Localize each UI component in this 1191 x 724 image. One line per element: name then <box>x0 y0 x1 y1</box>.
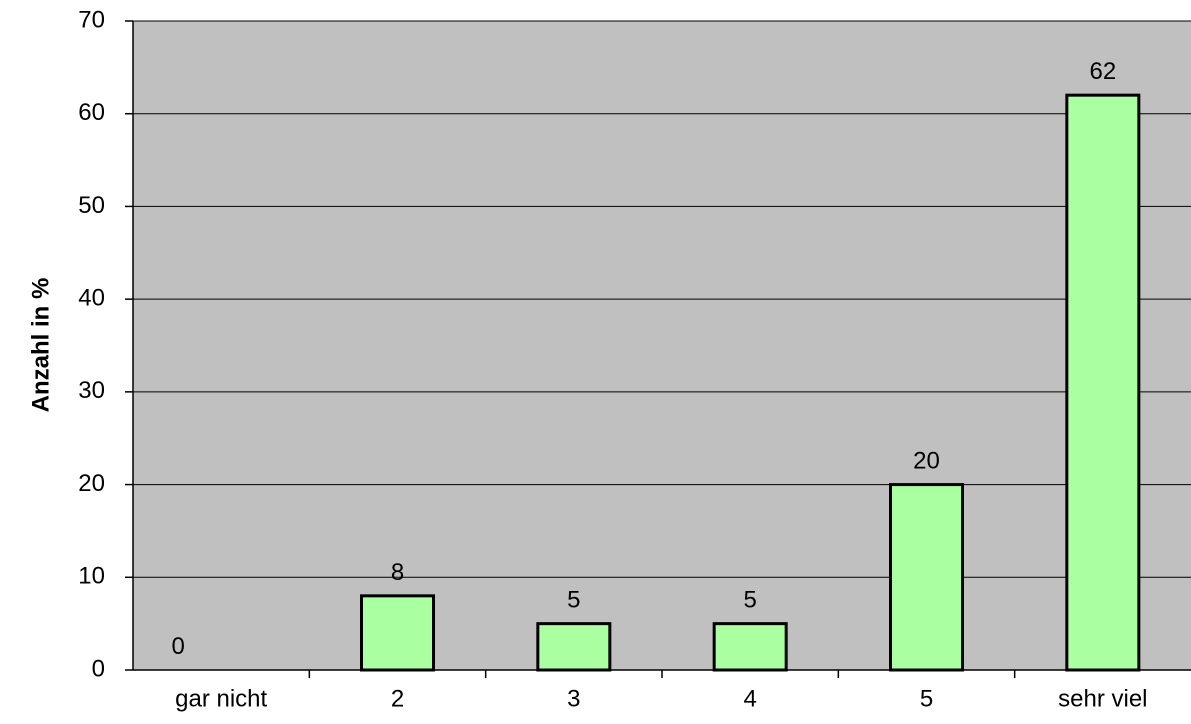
x-tick-label: 2 <box>391 685 404 712</box>
y-tick-label: 50 <box>78 192 105 219</box>
y-tick-label: 20 <box>78 470 105 497</box>
y-ticks: 0 10 20 30 40 50 60 70 <box>78 6 133 682</box>
x-tick-label: 3 <box>567 685 580 712</box>
x-tick-label: 4 <box>743 685 756 712</box>
data-label: 5 <box>567 587 580 614</box>
y-tick-label: 70 <box>78 6 105 33</box>
data-label: 0 <box>171 633 184 660</box>
bar <box>889 483 964 672</box>
data-label: 62 <box>1089 58 1116 85</box>
x-ticks: gar nicht 2 3 4 5 sehr viel <box>175 670 1148 712</box>
y-tick-label: 0 <box>92 655 105 682</box>
data-label: 20 <box>913 448 940 475</box>
y-tick-label: 40 <box>78 284 105 311</box>
y-tick-label: 30 <box>78 377 105 404</box>
bar <box>712 622 788 672</box>
y-tick-label: 10 <box>78 563 105 590</box>
data-label: 8 <box>391 559 404 586</box>
data-label: 5 <box>743 587 756 614</box>
bar <box>536 622 612 672</box>
bars <box>360 93 1141 672</box>
x-tick-label: sehr viel <box>1058 685 1147 712</box>
x-tick-label: gar nicht <box>175 685 267 712</box>
plot-area <box>133 21 1191 670</box>
bar <box>360 594 435 672</box>
y-axis-label: Anzahl in % <box>27 278 54 413</box>
x-tick-label: 5 <box>920 685 933 712</box>
gridlines <box>133 20 1191 578</box>
bar <box>1065 93 1141 672</box>
data-labels: 0 8 5 5 20 62 <box>171 58 1116 660</box>
y-tick-label: 60 <box>78 99 105 126</box>
